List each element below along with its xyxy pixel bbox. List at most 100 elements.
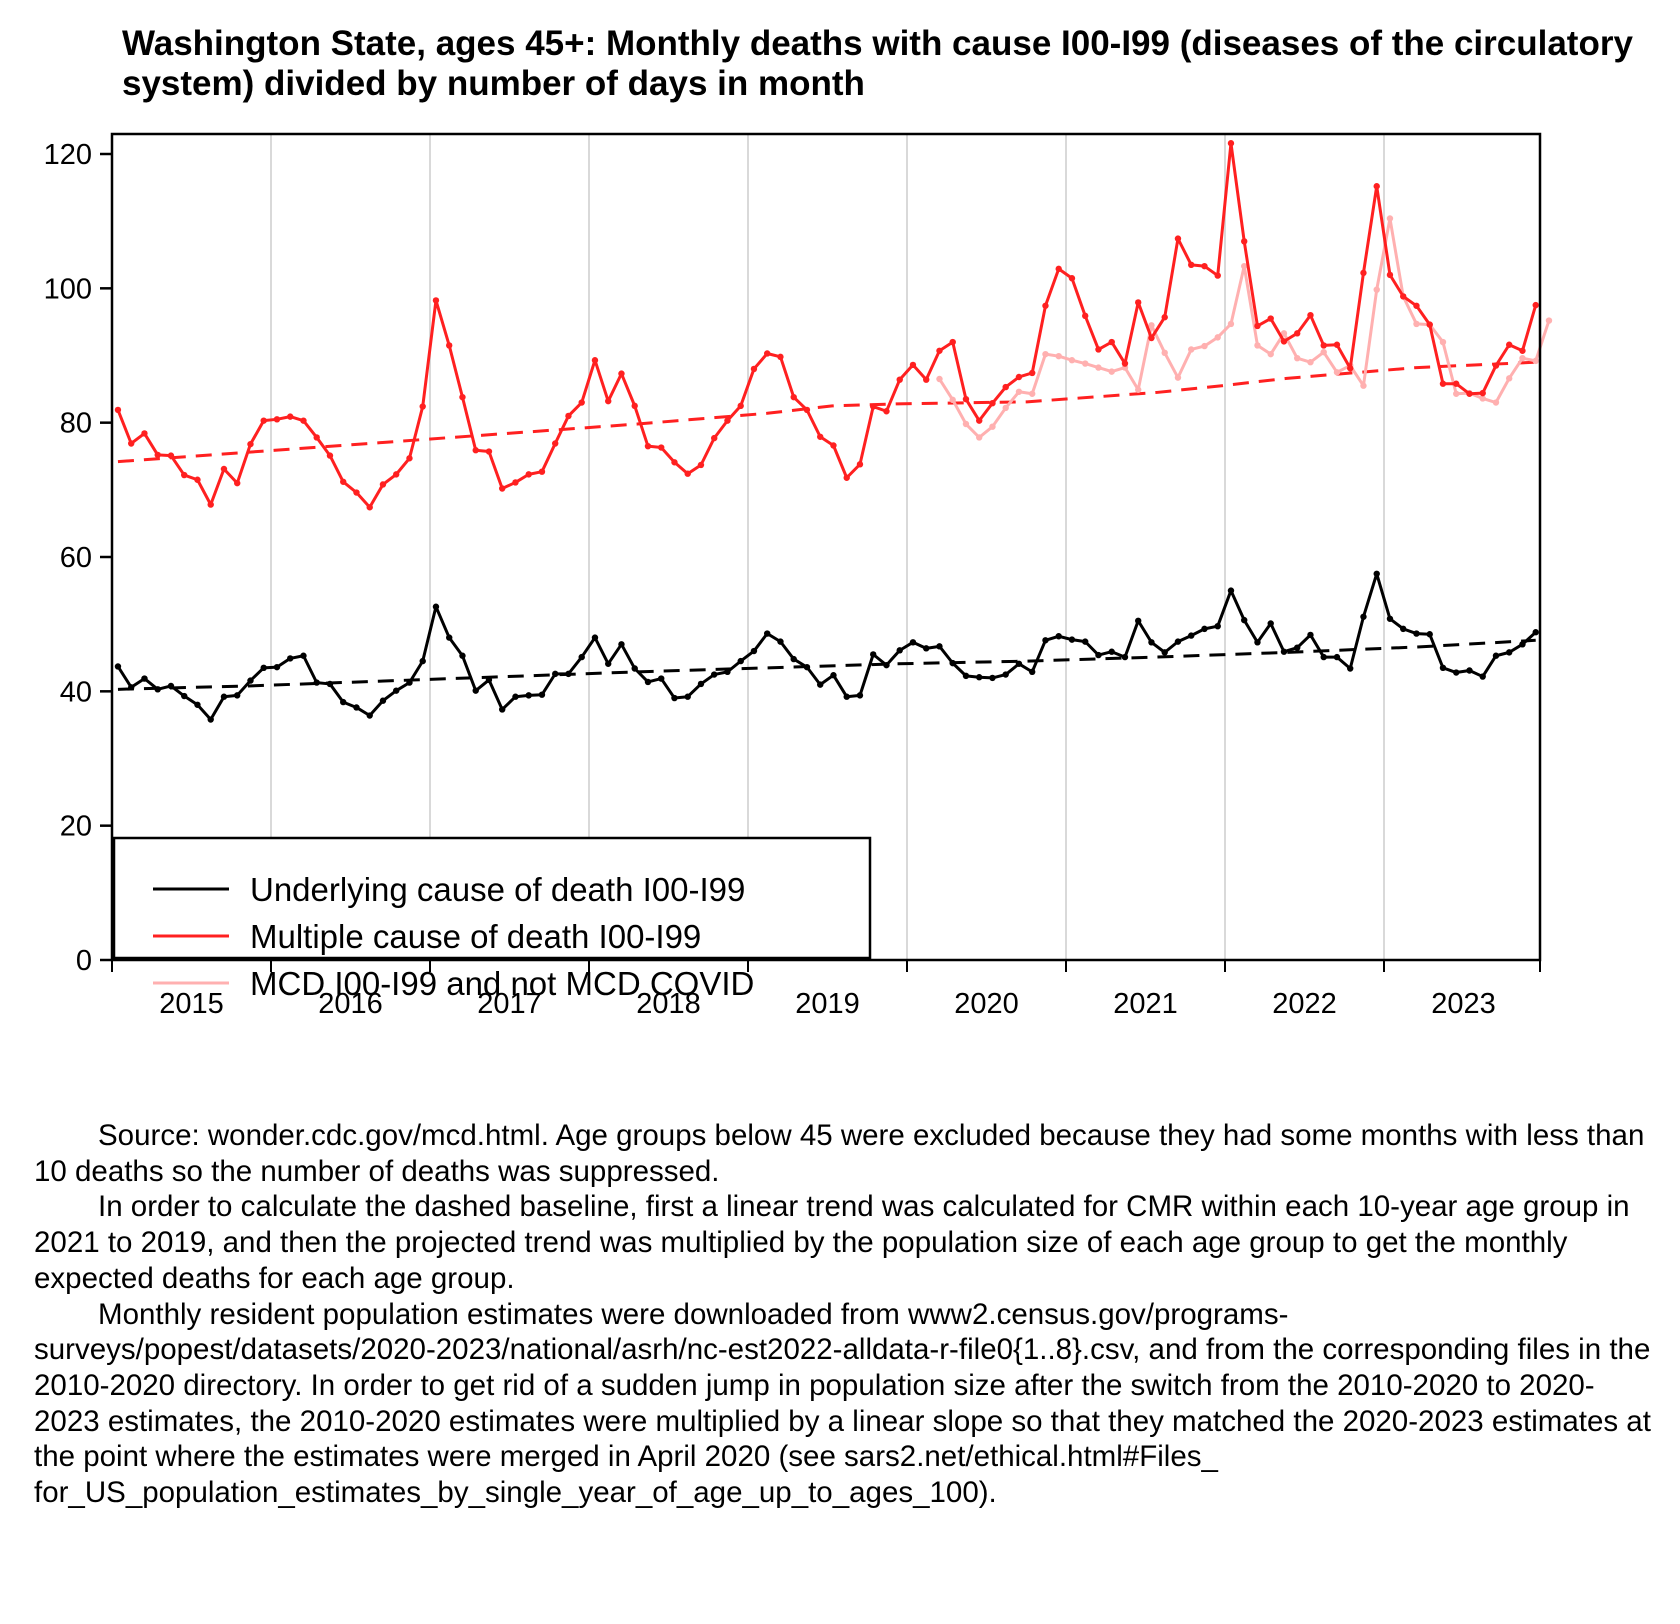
data-point — [764, 350, 771, 357]
data-point — [1439, 338, 1447, 346]
data-point — [114, 406, 122, 414]
data-point — [684, 470, 691, 477]
data-point — [658, 675, 665, 682]
x-tick-label: 2017 — [477, 988, 542, 1020]
gridlines — [270, 134, 1385, 960]
data-point — [326, 680, 334, 688]
data-point — [379, 697, 387, 704]
data-point — [631, 665, 638, 672]
data-point — [1506, 341, 1513, 348]
data-point — [1294, 644, 1301, 651]
data-point — [1082, 638, 1089, 645]
data-point — [1121, 360, 1129, 367]
data-point — [406, 679, 413, 686]
data-point — [1015, 660, 1023, 667]
data-point — [1015, 388, 1023, 395]
data-point — [366, 712, 373, 719]
data-point — [353, 489, 360, 496]
data-point — [1532, 629, 1539, 636]
data-point — [313, 434, 320, 441]
data-point — [260, 664, 267, 672]
data-point — [1280, 338, 1288, 345]
data-point — [353, 704, 360, 711]
data-point — [1294, 354, 1301, 362]
data-point — [724, 417, 731, 424]
data-point — [1227, 140, 1235, 147]
data-point — [1413, 320, 1420, 328]
data-point — [1307, 631, 1314, 639]
data-point — [1400, 293, 1407, 300]
data-point — [1413, 630, 1420, 637]
data-point — [684, 693, 691, 700]
data-point — [1545, 317, 1553, 324]
data-point — [923, 376, 930, 383]
data-point — [1280, 648, 1288, 655]
data-point — [472, 687, 479, 694]
data-point — [194, 476, 201, 483]
data-point — [1506, 649, 1513, 656]
data-point — [1201, 342, 1208, 350]
data-point — [340, 478, 347, 485]
data-point — [976, 434, 983, 441]
y-tick-label: 100 — [44, 273, 92, 305]
data-point — [247, 440, 254, 448]
data-point — [896, 647, 903, 654]
data-point — [591, 634, 599, 641]
data-point — [1002, 383, 1009, 391]
data-point — [962, 672, 970, 680]
data-point — [909, 361, 917, 369]
data-point — [591, 357, 599, 364]
data-point — [1214, 622, 1221, 630]
data-point — [1148, 639, 1155, 646]
data-point — [1214, 334, 1221, 341]
data-point — [1002, 671, 1009, 678]
x-tick-label: 2019 — [795, 988, 860, 1020]
data-point — [167, 682, 175, 690]
y-tick-label: 120 — [44, 139, 92, 171]
y-tick-label: 80 — [60, 408, 92, 440]
data-point — [936, 375, 943, 383]
data-point — [1519, 347, 1526, 354]
data-point — [1479, 395, 1486, 402]
data-point — [1267, 315, 1274, 322]
data-point — [552, 440, 559, 447]
data-point — [1161, 314, 1168, 321]
data-point — [1466, 390, 1473, 397]
data-point — [207, 716, 214, 723]
data-point — [644, 442, 652, 450]
legend: Underlying cause of death I00-I99 Multip… — [112, 836, 872, 1002]
data-point — [1029, 390, 1036, 397]
data-point — [1373, 183, 1380, 190]
legend-label-mcd: Multiple cause of death I00-I99 — [250, 918, 701, 955]
data-point — [578, 399, 585, 406]
x-tick-label: 2016 — [318, 988, 383, 1020]
legend-label-mcd-not-covid: MCD I00-I99 and not MCD COVID — [250, 965, 754, 1002]
data-point — [817, 433, 824, 440]
data-point — [1135, 299, 1142, 306]
data-point — [247, 677, 254, 684]
x-tick-label: 2022 — [1272, 988, 1337, 1020]
note-population: Monthly resident population estimates we… — [34, 1297, 1651, 1510]
data-point — [1426, 631, 1433, 638]
data-point — [366, 504, 373, 511]
data-point — [1188, 261, 1195, 269]
data-point — [1532, 357, 1539, 365]
data-point — [1347, 665, 1354, 672]
x-tick-label: 2021 — [1113, 988, 1178, 1020]
data-point — [1095, 364, 1102, 371]
chart: 0 20 40 60 80 100 120 2015 2016 2017 2018 2019 2020… — [44, 132, 1553, 1020]
data-point — [711, 671, 718, 678]
data-point — [1479, 389, 1486, 397]
data-point — [790, 655, 797, 663]
series-lines — [114, 140, 1553, 723]
legend-box — [112, 836, 872, 960]
data-point — [631, 402, 638, 410]
data-point — [313, 679, 320, 686]
data-point — [1227, 320, 1235, 328]
data-point — [432, 297, 440, 304]
data-point — [1068, 636, 1076, 643]
data-point — [167, 452, 175, 459]
data-point — [1055, 265, 1062, 273]
note-source: Source: wonder.cdc.gov/mcd.html. Age gro… — [34, 1119, 1645, 1188]
data-point — [1227, 587, 1235, 594]
